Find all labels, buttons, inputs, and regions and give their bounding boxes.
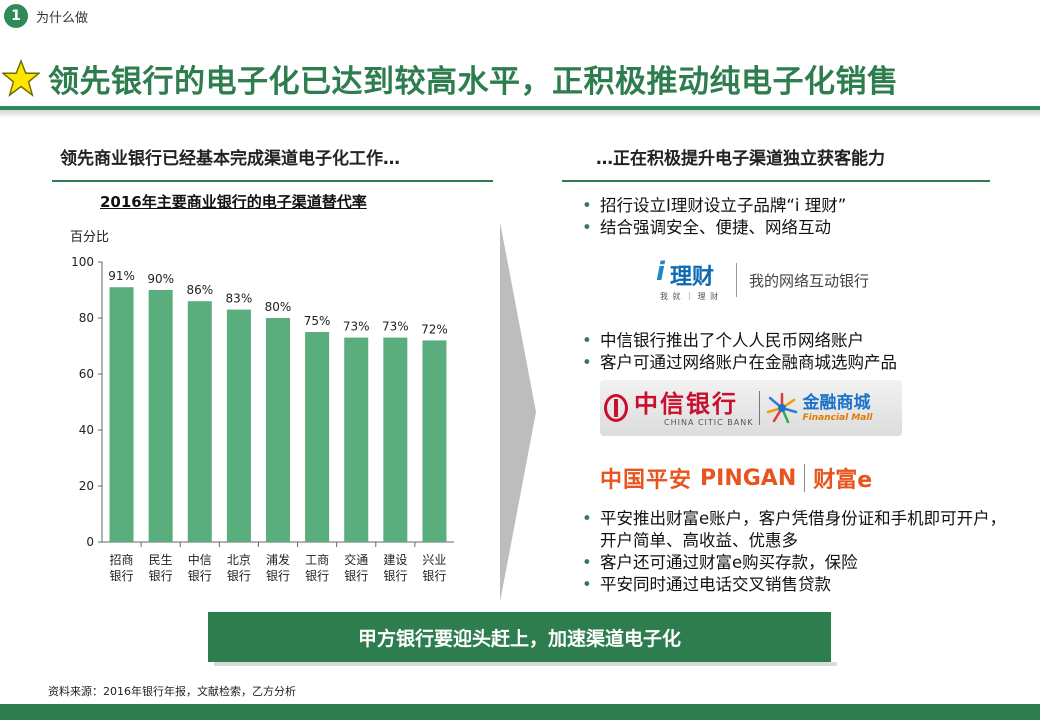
x-tick-label: 招商 [110, 552, 134, 567]
y-tick-label: 60 [79, 367, 94, 381]
pingan-logo: 中国平安 PINGAN 财富e [600, 456, 896, 500]
ilicai-mark: i 理财 我 就 ｜ 理 财 [650, 255, 724, 305]
bar [109, 287, 134, 542]
data-label: 72% [421, 322, 448, 336]
bullet-item: 客户还可通过财富e购买存款，保险 [582, 552, 1012, 574]
ilicai-slogan: 我的网络互动银行 [749, 271, 870, 290]
cta-shadow [214, 662, 837, 666]
x-tick-label: 兴业 [422, 553, 446, 567]
citic-name-en: CHINA CITIC BANK [664, 417, 754, 427]
bullet-item: 平安同时通过电话交叉销售贷款 [582, 574, 1012, 596]
logo-divider [804, 464, 806, 492]
bullet-group-pingan: 平安推出财富e账户，客户凭借身份证和手机即可开户，开户简单、高收益、优惠多 客户… [582, 508, 1012, 596]
bar [266, 318, 290, 542]
citic-logo: 中信银行 CHINA CITIC BANK 金融商城 Financial Mal… [600, 380, 902, 436]
bar [422, 340, 447, 542]
bullet-item: 平安推出财富e账户，客户凭借身份证和手机即可开户，开户简单、高收益、优惠多 [582, 508, 1012, 552]
fortune-e-name: 财富e [813, 468, 873, 493]
chart-title: 2016年主要商业银行的电子渠道替代率 [100, 193, 367, 211]
title-divider [0, 106, 1040, 110]
x-tick-label: 工商 [305, 552, 329, 567]
page-title: 领先银行的电子化已达到较高水平，正积极推动纯电子化销售 [48, 63, 899, 100]
pingan-name-en: PINGAN [700, 465, 797, 491]
bullet-item: 结合强调安全、便捷、网络互动 [582, 217, 1012, 239]
ilicai-i: i [656, 257, 665, 287]
y-tick-label: 0 [86, 535, 94, 549]
bar [383, 337, 408, 542]
financial-mall-name-en: Financial Mall [802, 413, 873, 423]
x-tick-label: 中信 [188, 552, 212, 567]
data-label: 75% [304, 314, 331, 328]
logo-divider [736, 263, 737, 297]
right-section-heading: …正在积极提升电子渠道独立获客能力 [596, 149, 885, 169]
data-label: 80% [265, 300, 292, 314]
bar [226, 309, 251, 542]
data-label: 83% [226, 292, 253, 306]
data-label: 90% [147, 272, 174, 286]
title-row: 领先银行的电子化已达到较高水平，正积极推动纯电子化销售 [0, 52, 1040, 104]
x-tick-label: 银行 [305, 569, 329, 583]
citic-name: 中信银行 [634, 389, 738, 418]
y-tick-label: 40 [79, 423, 94, 437]
section-tag: 1 为什么做 [4, 3, 88, 29]
x-tick-label: 银行 [110, 569, 134, 583]
x-tick-label: 银行 [344, 569, 368, 583]
right-section-divider [562, 180, 990, 182]
x-tick-label: 银行 [188, 569, 212, 583]
chevron-right-icon [500, 222, 536, 602]
bar [148, 290, 173, 542]
data-label: 86% [186, 283, 213, 297]
x-tick-label: 银行 [227, 569, 251, 583]
x-tick-label: 民生 [149, 553, 173, 567]
data-label: 73% [343, 320, 370, 334]
data-label: 73% [382, 320, 409, 334]
sunburst-icon [767, 392, 798, 424]
bullet-item: 客户可通过网络账户在金融商城选购产品 [582, 352, 1012, 374]
title-divider-shadow [0, 110, 1040, 118]
section-number-badge: 1 [4, 4, 28, 28]
bullet-item: 中信银行推出了个人人民币网络账户 [582, 330, 1012, 352]
y-tick-label: 100 [71, 255, 94, 269]
logo-divider [759, 391, 761, 425]
bullet-item: 招行设立I理财设立子品牌“i 理财” [582, 195, 1012, 217]
cta-banner: 甲方银行要迎头赶上，加速渠道电子化 [208, 612, 831, 662]
x-tick-label: 银行 [149, 569, 173, 583]
citic-mark-icon [604, 394, 628, 422]
x-tick-label: 银行 [422, 569, 446, 583]
y-tick-label: 80 [79, 311, 94, 325]
x-tick-label: 北京 [227, 553, 251, 567]
bullet-group-cmb: 招行设立I理财设立子品牌“i 理财” 结合强调安全、便捷、网络互动 [582, 195, 1012, 239]
ilicai-sub: 我 就 ｜ 理 财 [660, 292, 720, 301]
x-tick-label: 浦发 [266, 552, 290, 567]
ilicai-word: 理财 [670, 265, 715, 290]
data-label: 91% [108, 269, 135, 283]
bullet-group-citic: 中信银行推出了个人人民币网络账户 客户可通过网络账户在金融商城选购产品 [582, 330, 1012, 374]
source-note: 资料来源：2016年银行年报，文献检索，乙方分析 [48, 685, 296, 698]
x-tick-label: 建设 [383, 553, 407, 567]
ilicai-logo: i 理财 我 就 ｜ 理 财 我的网络互动银行 [650, 252, 910, 308]
left-section-divider [52, 180, 493, 182]
pingan-name: 中国平安 [600, 468, 693, 493]
chart-unit-label: 百分比 [70, 230, 110, 245]
y-tick-label: 20 [79, 479, 94, 493]
financial-mall-logo: 金融商城 Financial Mall [766, 392, 873, 424]
left-section-heading: 领先商业银行已经基本完成渠道电子化工作… [60, 149, 400, 169]
x-tick-label: 交通 [344, 552, 368, 567]
star-icon [2, 59, 40, 97]
footer-bar [0, 704, 1040, 720]
bar [344, 337, 369, 542]
section-label: 为什么做 [36, 10, 89, 26]
bar [187, 301, 212, 542]
financial-mall-name: 金融商城 [802, 393, 871, 413]
x-tick-label: 银行 [266, 569, 290, 583]
bar [305, 332, 330, 542]
x-tick-label: 银行 [383, 569, 407, 583]
